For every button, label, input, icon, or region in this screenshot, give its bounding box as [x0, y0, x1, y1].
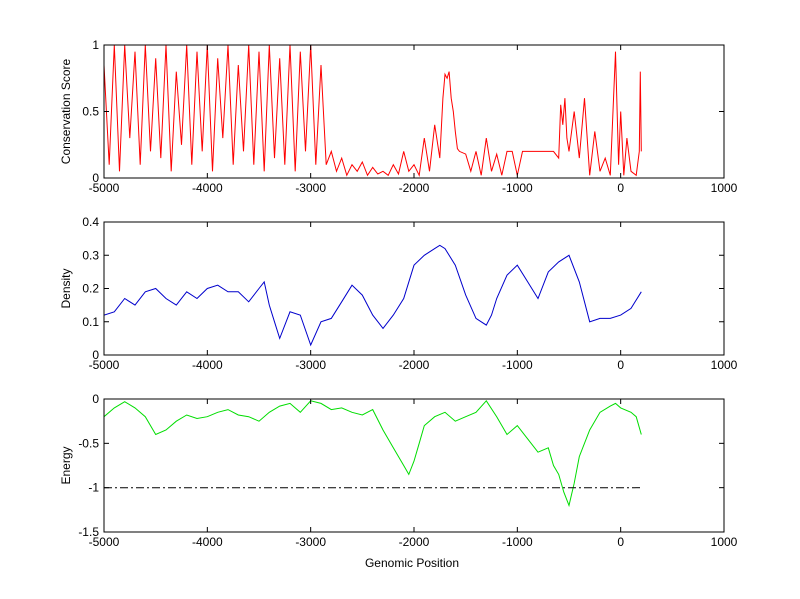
x-tick-label: -3000 — [295, 358, 326, 372]
x-tick-label: 0 — [617, 535, 624, 549]
y-tick-label: 0 — [92, 171, 99, 185]
y-tick-label: -1.5 — [78, 525, 99, 539]
x-tick-label: -2000 — [399, 535, 430, 549]
x-tick-label: -1000 — [502, 181, 533, 195]
x-tick-label: 1000 — [711, 181, 738, 195]
x-tick-label: -5000 — [89, 181, 120, 195]
x-tick-label: -2000 — [399, 358, 430, 372]
y-tick-label: -0.5 — [78, 436, 99, 450]
x-tick-label: -5000 — [89, 358, 120, 372]
x-tick-label: -1000 — [502, 358, 533, 372]
y-tick-label: 0.2 — [82, 282, 99, 296]
x-tick-label: -5000 — [89, 535, 120, 549]
y-tick-label: -1 — [88, 481, 99, 495]
y-axis-label: Density — [59, 268, 73, 308]
x-tick-label: 0 — [617, 181, 624, 195]
x-tick-label: 1000 — [711, 535, 738, 549]
series-line-2-0 — [104, 399, 642, 508]
x-tick-label: -4000 — [192, 181, 223, 195]
x-tick-label: -4000 — [192, 358, 223, 372]
density-panel: -5000 -4000 -3000 -2000 -1000 0 1000 0 0.1 0.2 0.3… — [59, 215, 738, 372]
y-tick-label: 0 — [92, 392, 99, 406]
y-tick-label: 1 — [92, 38, 99, 52]
x-tick-label: -3000 — [295, 535, 326, 549]
x-tick-label: -3000 — [295, 181, 326, 195]
axes-box — [103, 221, 725, 356]
y-tick-label: 0 — [92, 348, 99, 362]
y-axis-label: Conservation Score — [59, 58, 73, 164]
x-tick-label: 1000 — [711, 358, 738, 372]
y-axis-label: Energy — [59, 446, 73, 484]
x-tick-label: 0 — [617, 358, 624, 372]
y-tick-label: 0.4 — [82, 215, 99, 229]
y-tick-label: 0.5 — [82, 105, 99, 119]
y-tick-label: 0.3 — [82, 248, 99, 262]
x-tick-label: -4000 — [192, 535, 223, 549]
series-line-0-0 — [104, 45, 642, 177]
energy-panel: -5000 -4000 -3000 -2000 -1000 0 1000 -1.5 -1 -0.5… — [59, 392, 738, 549]
conservation-panel: -5000 -4000 -3000 -2000 -1000 0 1000 0 0.5 1 Conse… — [59, 38, 738, 195]
series-line-1-0 — [104, 244, 642, 347]
x-tick-label: -2000 — [399, 181, 430, 195]
x-axis-label: Genomic Position — [365, 556, 459, 570]
y-tick-label: 0.1 — [82, 315, 99, 329]
axes-box — [103, 44, 725, 179]
x-tick-label: -1000 — [502, 535, 533, 549]
